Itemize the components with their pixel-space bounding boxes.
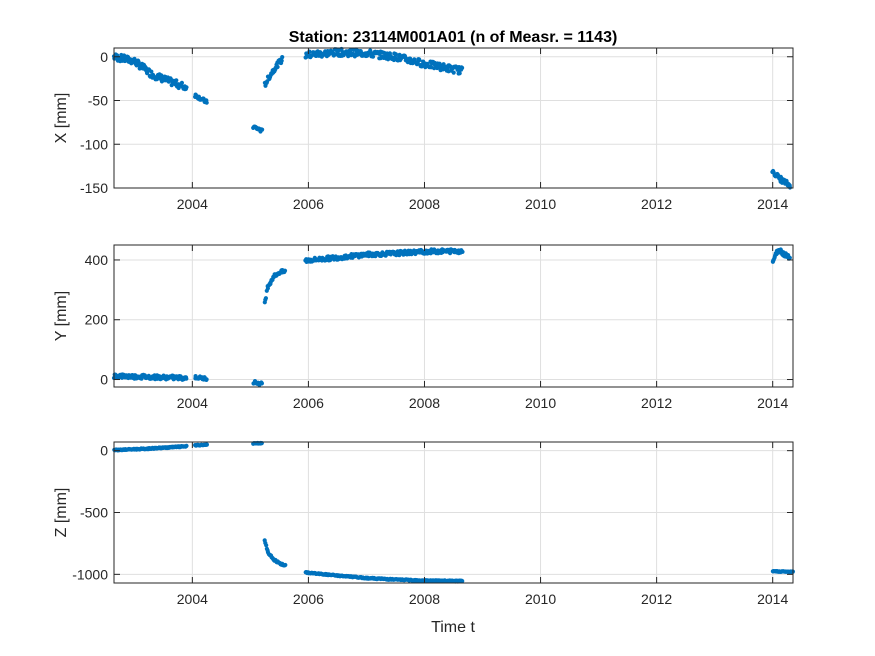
data-point [264, 543, 269, 548]
x-tick-label: 2012 [641, 591, 672, 607]
x-tick-label: 2008 [409, 395, 440, 411]
x-tick-label: 2014 [757, 395, 788, 411]
y-axis-label: Y [mm] [53, 291, 70, 341]
x-tick-label: 2010 [525, 395, 556, 411]
axes-box [113, 47, 794, 189]
y-tick-label: 0 [100, 49, 108, 65]
data-point [275, 64, 280, 70]
data-point [184, 443, 189, 448]
data-point [283, 562, 288, 568]
data-point [184, 376, 189, 381]
axes-box [113, 244, 794, 388]
data-point [787, 255, 792, 260]
data-point [368, 48, 373, 53]
x-tick-label: 2006 [293, 395, 324, 411]
data-point [204, 442, 209, 447]
x-tick-label: 2006 [293, 591, 324, 607]
data-point [417, 58, 422, 63]
x-tick-label: 2010 [525, 591, 556, 607]
data-point [280, 55, 285, 60]
x-tick-label: 2008 [409, 591, 440, 607]
data-points [111, 46, 793, 190]
x-tick-label: 2004 [177, 196, 208, 212]
data-point [204, 377, 209, 382]
x-tick-label: 2014 [757, 196, 788, 212]
y-tick-label: 0 [100, 372, 108, 388]
data-point [184, 85, 189, 90]
y-tick-label: 0 [100, 443, 108, 459]
y-tick-label: 200 [85, 312, 109, 328]
x-tick-label: 2012 [641, 395, 672, 411]
x-panel: 2004 2006 2008 2010 2012 2014 -150 -100 -50 0 X [m… [53, 46, 794, 212]
data-point [460, 65, 465, 70]
y-tick-label: -50 [88, 93, 108, 109]
data-point [370, 54, 376, 59]
y-axis-label: X [mm] [53, 93, 70, 144]
data-point [457, 71, 462, 76]
data-point [263, 296, 268, 301]
data-point [204, 100, 209, 105]
data-points [112, 440, 796, 584]
data-point [460, 579, 465, 584]
x-tick-label: 2008 [409, 196, 440, 212]
x-tick-label: 2014 [757, 591, 788, 607]
x-axis-label: Time t [431, 619, 475, 636]
data-point [174, 78, 179, 83]
data-point [259, 381, 264, 386]
data-point [393, 52, 398, 57]
y-tick-label: -150 [80, 180, 108, 196]
chart-title: Station: 23114M001A01 (n of Measr. = 114… [289, 29, 618, 46]
x-tick-label: 2004 [177, 395, 208, 411]
y-panel: 2004 2006 2008 2010 2012 2014 0 200 400 Y [mm] [53, 244, 794, 411]
data-point [149, 69, 154, 74]
x-tick-label: 2004 [177, 591, 208, 607]
z-panel: 2004 2006 2008 2010 2012 2014 -1000 -500 0 Z [mm] [53, 440, 796, 607]
x-tick-label: 2010 [525, 196, 556, 212]
y-tick-label: -1000 [72, 566, 108, 582]
data-point [260, 127, 265, 132]
y-axis-label: Z [mm] [53, 488, 70, 538]
data-points [111, 247, 792, 387]
data-point [460, 249, 465, 254]
data-point [179, 80, 184, 85]
data-point [265, 286, 270, 291]
y-tick-label: -500 [80, 505, 108, 521]
x-tick-label: 2012 [641, 196, 672, 212]
data-point [279, 58, 284, 63]
data-point [282, 268, 288, 273]
y-tick-label: -100 [80, 136, 108, 152]
y-tick-label: 400 [85, 252, 109, 268]
x-tick-label: 2006 [293, 196, 324, 212]
data-point [451, 70, 456, 75]
